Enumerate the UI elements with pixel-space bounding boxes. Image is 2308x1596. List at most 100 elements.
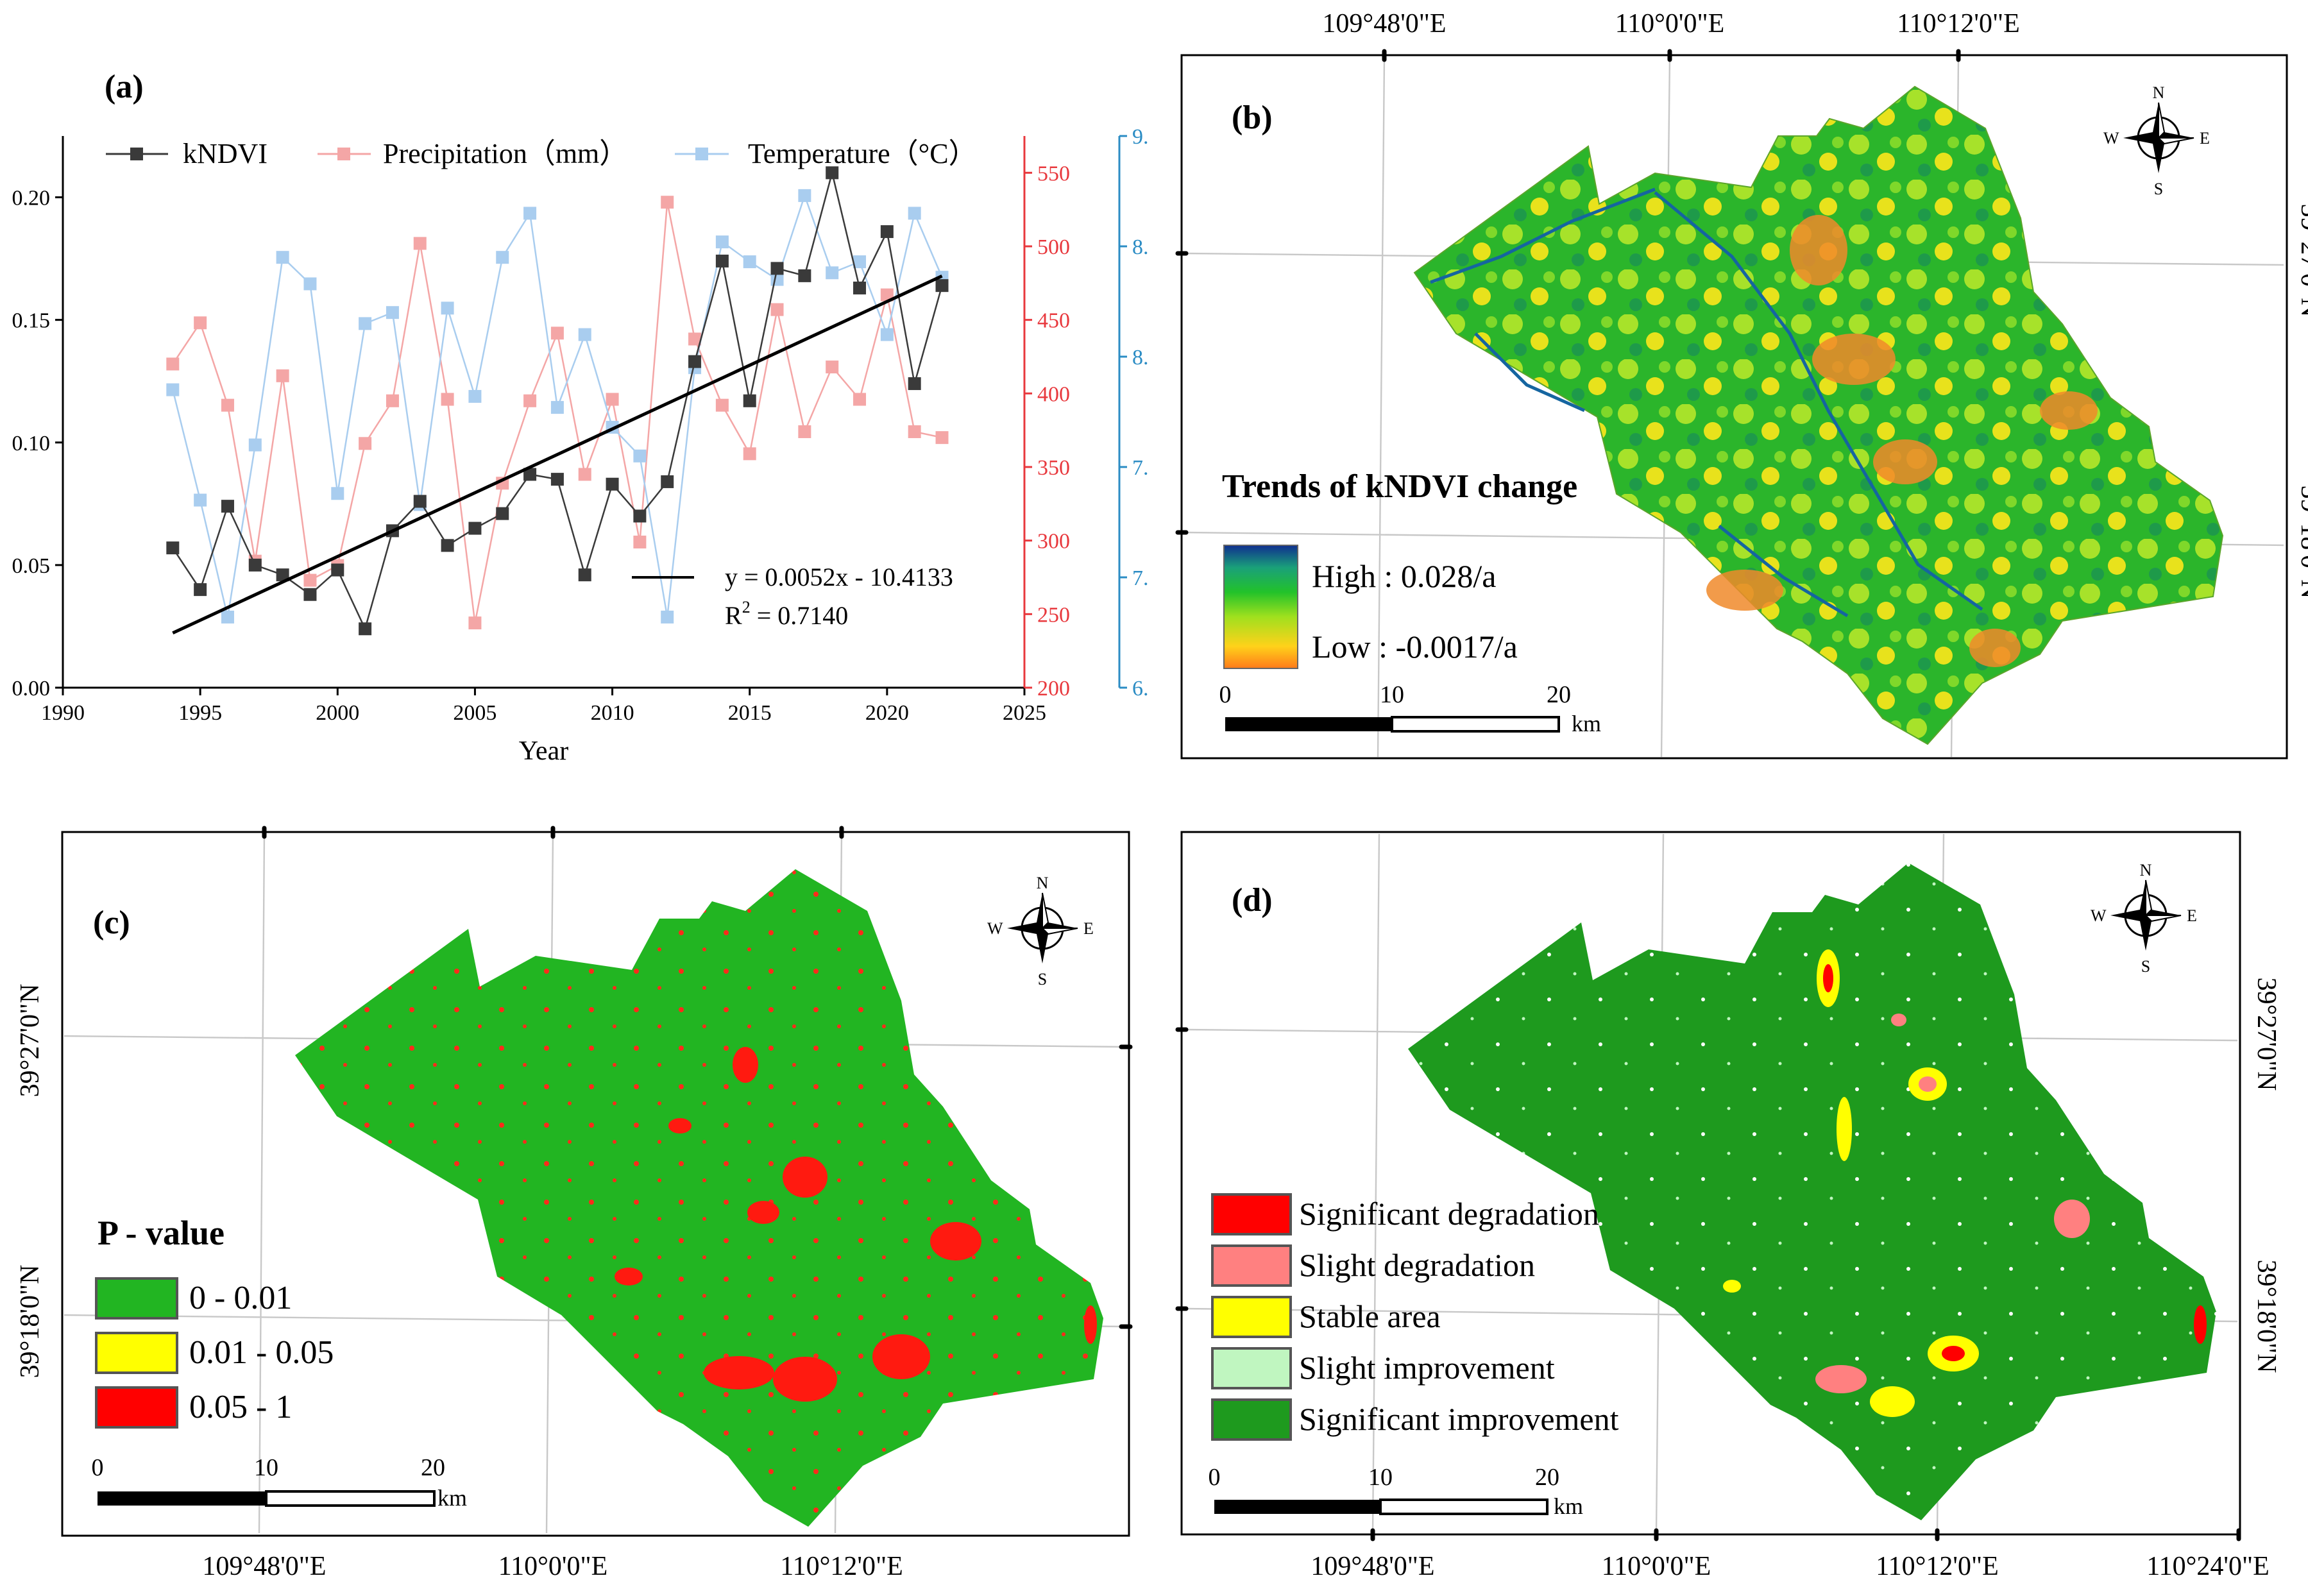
map-ticks [262, 826, 1133, 1329]
degradation-hotspots [1723, 949, 2207, 1417]
x-tick-label: 2005 [453, 701, 496, 725]
x-tick-label: 1995 [178, 701, 222, 725]
svg-text:20: 20 [1535, 1464, 1559, 1491]
precipitation-point [770, 303, 784, 316]
precipitation-point [523, 394, 537, 407]
svg-text:E: E [2200, 129, 2210, 148]
temperature-point [826, 266, 839, 280]
trend-color-ramp [1223, 545, 1298, 669]
kndvi-point [468, 522, 482, 535]
precipitation-point [166, 357, 180, 371]
kndvi-point [908, 377, 921, 391]
kndvi-point [523, 468, 537, 481]
kndvi-point [413, 495, 427, 508]
kndvi-point [715, 254, 729, 267]
svg-text:0: 0 [1209, 1464, 1221, 1491]
kndvi-point [166, 541, 180, 555]
kndvi-point [633, 509, 647, 523]
kndvi-point [743, 394, 756, 407]
precipitation-point [359, 437, 372, 450]
lon-label: 110°12'0"E [780, 1552, 903, 1581]
kndvi-point [221, 500, 234, 513]
svg-text:km: km [1554, 1493, 1583, 1519]
svg-text:S: S [2154, 180, 2163, 198]
lon-label: 110°12'0"E [1876, 1552, 1999, 1581]
regression-equation: y = 0.0052x - 10.4133 [725, 563, 953, 591]
precipitation-point [550, 327, 564, 340]
x-tick-label: 1990 [41, 701, 85, 725]
svg-text:N: N [1037, 874, 1049, 892]
lon-label: 110°0'0"E [1602, 1552, 1711, 1581]
precipitation-point [880, 288, 894, 301]
svg-text:S: S [1038, 970, 1047, 989]
kndvi-point [798, 269, 811, 282]
kndvi-point [826, 166, 839, 180]
y-tick-label-left: 0.20 [12, 187, 51, 210]
svg-text:20: 20 [421, 1454, 445, 1481]
kndvi-point [550, 473, 564, 486]
trend-high-label: High : 0.028/a [1312, 558, 1496, 594]
x-tick-label: 2015 [728, 701, 772, 725]
precipitation-point [386, 394, 399, 407]
precipitation-point [715, 398, 729, 412]
y-tick-label-temperature: 8.5 [1132, 235, 1148, 259]
svg-text:20: 20 [1547, 681, 1571, 708]
y-tick-label-precipitation: 250 [1037, 603, 1070, 627]
y-tick-label-temperature: 7.0 [1132, 566, 1148, 590]
compass-rose-icon: N S E W [2091, 861, 2197, 976]
y-tick-label-precipitation: 550 [1037, 162, 1070, 185]
precipitation-point [276, 369, 289, 382]
precipitation-point [606, 393, 619, 406]
y-tick-label-temperature: 6.5 [1132, 677, 1148, 700]
temperature-point [359, 317, 372, 330]
precipitation-point [935, 431, 949, 445]
precipitation-point [688, 332, 702, 346]
y-tick-label-temperature: 9.0 [1132, 125, 1148, 149]
svg-text:N: N [2140, 861, 2152, 879]
degradation-patches [1706, 215, 2098, 667]
panel-b-label: (b) [1232, 99, 1273, 136]
lat-label: 39°27'0"N [2252, 978, 2281, 1091]
kndvi-point [496, 507, 509, 520]
precipitation-point [221, 398, 234, 412]
panel-a-label: (a) [105, 69, 144, 105]
scale-bar: 0 10 20 km [1219, 681, 1602, 736]
svg-text:km: km [437, 1485, 467, 1511]
chart-legend: kNDVI Precipitation（mm） Temperature（°C） [106, 138, 977, 169]
lon-label: 110°24'0"E [2146, 1552, 2270, 1581]
kndvi-point [606, 477, 619, 491]
pvalue-legend-title: P - value [98, 1214, 225, 1252]
x-tick-label: 2000 [316, 701, 359, 725]
lat-label: 39°18'0"N [2295, 486, 2308, 599]
kndvi-point [194, 583, 207, 597]
lon-label: 110°0'0"E [498, 1552, 608, 1581]
svg-text:W: W [2091, 906, 2107, 925]
pvalue-map-region [295, 869, 1103, 1527]
lat-label: 39°27'0"N [2295, 204, 2308, 318]
temperature-point [331, 487, 344, 500]
svg-text:Significant improvement: Significant improvement [1299, 1401, 1619, 1437]
svg-text:E: E [1083, 919, 1094, 938]
compass-rose-icon: N S E W [2103, 83, 2210, 198]
precipitation-point [661, 196, 674, 209]
lon-label: 109°48'0"E [1322, 9, 1446, 38]
r-squared: R2 = 0.7140 [725, 598, 848, 630]
temperature-point [221, 610, 234, 624]
y-tick-label-precipitation: 400 [1037, 382, 1070, 406]
kndvi-point [853, 281, 867, 294]
svg-text:10: 10 [1380, 681, 1404, 708]
y-tick-label-temperature: 7.5 [1132, 456, 1148, 480]
svg-text:0: 0 [1219, 681, 1232, 708]
temperature-point [908, 207, 921, 220]
y-tick-label-left: 0.00 [12, 677, 51, 700]
kndvi-point [441, 539, 454, 552]
temperature-point [166, 383, 180, 396]
temperature-point [578, 328, 591, 341]
lat-label: 39°27'0"N [15, 984, 45, 1098]
scale-bar: 0 10 20 km [1209, 1464, 1584, 1519]
x-tick-label: 2020 [865, 701, 909, 725]
regression-annotation: y = 0.0052x - 10.4133 R2 = 0.7140 [632, 563, 953, 630]
svg-text:km: km [1572, 711, 1601, 736]
trend-map-panel: 109°48'0"E 110°0'0"E 110°12'0"E 39°27'0"… [1175, 9, 2308, 760]
trend-low-label: Low : -0.0017/a [1312, 629, 1518, 665]
